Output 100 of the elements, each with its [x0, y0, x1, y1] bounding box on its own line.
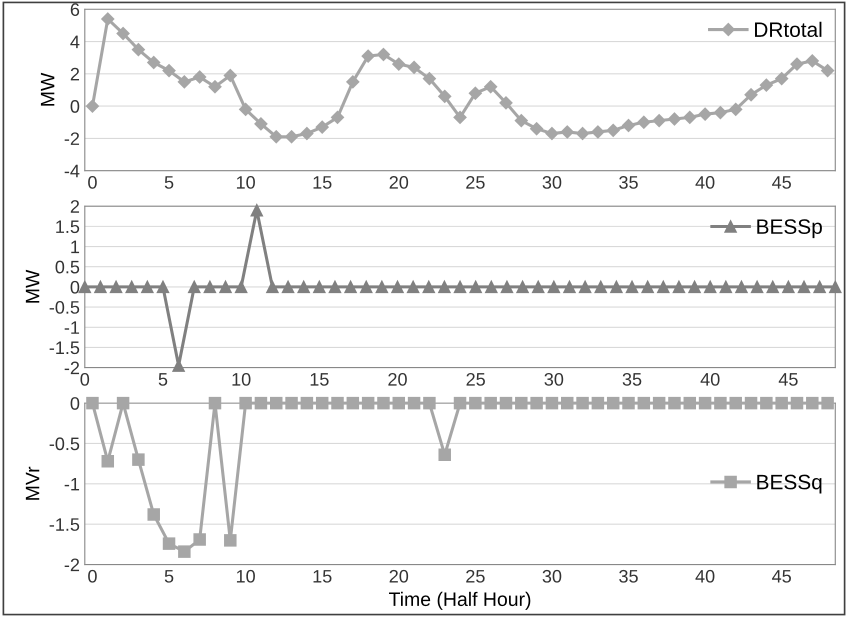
point: [592, 396, 604, 410]
point: [515, 396, 528, 410]
point: [208, 396, 222, 410]
point: [698, 396, 712, 410]
point: [530, 396, 543, 410]
point: [147, 56, 160, 70]
x-tick-label: 0: [88, 176, 97, 189]
x-tick-label: 25: [466, 570, 485, 583]
y-tick-label: -2: [64, 132, 80, 145]
point: [224, 534, 237, 547]
point: [86, 396, 99, 410]
point: [594, 280, 608, 294]
point: [672, 280, 686, 294]
point: [208, 80, 222, 94]
point: [484, 396, 497, 410]
point: [760, 78, 773, 92]
point: [652, 114, 666, 128]
x-tick-label: 0: [88, 570, 97, 583]
point: [141, 280, 154, 294]
point: [469, 396, 482, 410]
point: [116, 26, 130, 40]
point: [798, 280, 810, 294]
point: [392, 396, 406, 410]
point: [548, 280, 560, 294]
point: [78, 280, 92, 294]
point: [219, 280, 232, 294]
point: [438, 90, 452, 104]
point: [282, 280, 294, 294]
point: [641, 280, 654, 294]
point: [102, 454, 114, 468]
point: [532, 280, 544, 294]
point: [683, 110, 696, 124]
point: [239, 102, 252, 116]
point: [546, 396, 558, 410]
point: [285, 396, 298, 410]
point: [622, 396, 635, 410]
legend-label: DRtotal: [755, 22, 822, 38]
x-tick-label: 0: [80, 372, 90, 386]
point: [316, 396, 328, 410]
point: [468, 86, 482, 100]
y-tick-label: 2: [70, 200, 80, 213]
point: [270, 130, 283, 144]
point: [344, 280, 357, 294]
point: [454, 396, 466, 410]
point: [162, 64, 176, 78]
point: [720, 280, 732, 294]
legend-label: BESSq: [757, 474, 822, 494]
y-tick-label: -4: [64, 164, 80, 178]
point: [234, 280, 248, 294]
point: [806, 54, 819, 68]
point: [453, 110, 467, 124]
point: [469, 280, 482, 294]
point: [714, 106, 727, 120]
x-tick-label: 15: [314, 570, 332, 583]
y-tick-label: 1.5: [56, 220, 80, 234]
point: [376, 280, 388, 294]
point: [766, 280, 779, 294]
point: [688, 280, 701, 294]
point: [514, 114, 528, 128]
point: [297, 280, 310, 294]
point: [94, 280, 107, 294]
point: [744, 88, 758, 102]
y-tick-label: -0.5: [50, 437, 80, 450]
point: [254, 396, 268, 410]
point: [638, 396, 650, 410]
point: [454, 280, 466, 294]
point: [362, 396, 374, 410]
point: [300, 396, 314, 410]
point: [606, 396, 620, 410]
x-axis-title: Time (Half Hour): [389, 592, 530, 610]
point: [790, 58, 804, 71]
point: [116, 396, 130, 410]
point: [162, 537, 176, 550]
x-tick-label: 45: [772, 176, 791, 189]
point: [545, 126, 559, 140]
point: [484, 80, 498, 94]
point: [178, 545, 191, 558]
point: [300, 126, 314, 140]
point: [86, 100, 100, 113]
x-tick-label: 20: [390, 570, 408, 583]
point: [775, 72, 788, 86]
point: [657, 280, 670, 294]
point: [637, 116, 650, 129]
y-tick-label: -1: [64, 478, 80, 490]
x-tick-label: 40: [695, 570, 714, 583]
y-tick-label: 0: [70, 100, 80, 113]
point: [438, 280, 451, 294]
point: [485, 280, 498, 294]
point: [110, 280, 122, 294]
y-tick-label: -1.5: [50, 518, 80, 531]
x-tick-label: 25: [466, 372, 485, 386]
y-tick-label: 1: [71, 240, 80, 254]
point: [626, 280, 638, 294]
point: [204, 280, 216, 294]
x-tick-label: 10: [236, 176, 255, 189]
x-tick-label: 15: [310, 373, 329, 386]
x-tick-label: 5: [164, 176, 174, 189]
x-tick-label: 40: [695, 176, 714, 189]
point: [500, 396, 512, 410]
x-tick-label: 45: [772, 570, 791, 583]
